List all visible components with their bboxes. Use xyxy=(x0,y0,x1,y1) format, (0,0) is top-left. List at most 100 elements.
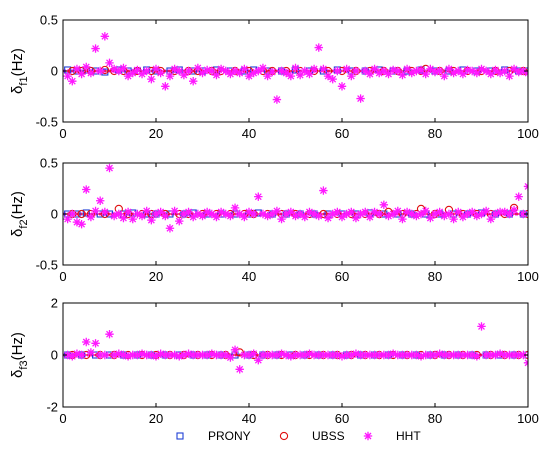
hht-point xyxy=(291,63,300,73)
hht-point xyxy=(463,350,472,360)
hht-point xyxy=(356,350,365,360)
hht-point xyxy=(133,209,142,219)
hht-point xyxy=(328,209,337,219)
hht-point xyxy=(328,74,337,84)
hht-point xyxy=(384,350,393,360)
hht-point xyxy=(137,211,147,221)
hht-point xyxy=(128,350,137,360)
legend-label: HHT xyxy=(396,429,421,443)
hht-point xyxy=(500,350,509,360)
x-tick-label: 60 xyxy=(335,126,349,141)
hht-point xyxy=(319,186,328,195)
hht-point xyxy=(379,66,389,76)
hht-point xyxy=(258,350,268,360)
hht-point xyxy=(114,209,123,219)
hht-point xyxy=(291,350,300,360)
hht-point xyxy=(356,209,365,219)
ubss-point xyxy=(77,209,86,219)
hht-point xyxy=(193,63,203,73)
hht-point xyxy=(351,349,361,358)
hht-point xyxy=(421,69,430,79)
y-tick-label: -0.5 xyxy=(36,258,58,273)
hht-point xyxy=(221,209,230,219)
hht-point xyxy=(82,62,91,72)
hht-point xyxy=(393,350,402,360)
hht-point xyxy=(230,203,240,213)
hht-point xyxy=(96,350,105,360)
hht-point xyxy=(189,350,198,360)
hht-point xyxy=(393,66,402,76)
hht-point xyxy=(412,66,421,76)
hht-point xyxy=(505,350,514,360)
hht-point xyxy=(468,207,477,217)
hht-point xyxy=(295,350,305,360)
hht-point xyxy=(375,68,384,78)
x-tick-label: 20 xyxy=(149,126,163,141)
hht-point xyxy=(347,350,356,360)
hht-point xyxy=(430,67,440,77)
hht-point xyxy=(365,212,375,222)
hht-point xyxy=(244,350,254,360)
hht-point xyxy=(449,68,458,78)
y-axis-label: δf3(Hz) xyxy=(9,332,30,378)
hht-point xyxy=(193,350,203,360)
hht-point xyxy=(514,350,523,360)
hht-point xyxy=(444,350,454,360)
hht-point xyxy=(481,206,491,216)
hht-point xyxy=(305,207,314,217)
hht-point xyxy=(123,207,133,217)
hht-point xyxy=(156,207,165,217)
hht-point xyxy=(216,64,226,74)
hht-point xyxy=(105,330,114,339)
hht-point xyxy=(175,66,184,76)
hht-point xyxy=(314,350,323,360)
hht-point xyxy=(230,345,240,354)
hht-point xyxy=(202,207,212,217)
plot-area xyxy=(63,163,528,233)
x-tick-label: 20 xyxy=(149,269,163,284)
hht-point xyxy=(514,67,523,77)
hht-point xyxy=(109,64,119,74)
hht-point xyxy=(282,350,291,360)
hht-point xyxy=(309,64,319,74)
hht-point xyxy=(63,214,72,224)
series-hht xyxy=(63,32,528,104)
hht-point xyxy=(91,44,100,53)
hht-point xyxy=(82,337,91,347)
hht-point xyxy=(337,352,347,361)
hht-point xyxy=(351,213,361,223)
hht-point xyxy=(142,206,151,216)
hht-point xyxy=(314,43,323,52)
hht-point xyxy=(337,82,347,91)
hht-point xyxy=(128,214,137,224)
hht-point xyxy=(189,77,198,86)
hht-point xyxy=(347,71,356,81)
hht-point xyxy=(68,209,77,219)
hht-point xyxy=(114,349,123,358)
hht-point xyxy=(119,63,128,73)
x-tick-label: 100 xyxy=(517,269,539,284)
hht-point xyxy=(72,64,82,74)
hht-point xyxy=(509,64,519,74)
hht-point xyxy=(388,65,398,75)
hht-point xyxy=(472,68,482,78)
hht-point xyxy=(495,207,505,217)
hht-point xyxy=(147,215,156,225)
hht-point xyxy=(477,64,486,74)
hht-point xyxy=(212,212,221,222)
hht-point xyxy=(165,350,175,360)
hht-point xyxy=(272,206,282,216)
hht-point xyxy=(426,350,435,360)
hht-point xyxy=(216,207,226,217)
hht-point xyxy=(384,69,393,79)
hht-point xyxy=(481,350,491,360)
hht-point xyxy=(449,350,458,360)
hht-point xyxy=(295,209,305,219)
hht-point xyxy=(421,350,430,360)
hht-point xyxy=(77,69,86,79)
hht-point xyxy=(402,350,412,360)
hht-point xyxy=(142,66,151,76)
hht-point xyxy=(505,71,514,81)
hht-point xyxy=(170,350,179,360)
hht-point xyxy=(249,68,258,78)
